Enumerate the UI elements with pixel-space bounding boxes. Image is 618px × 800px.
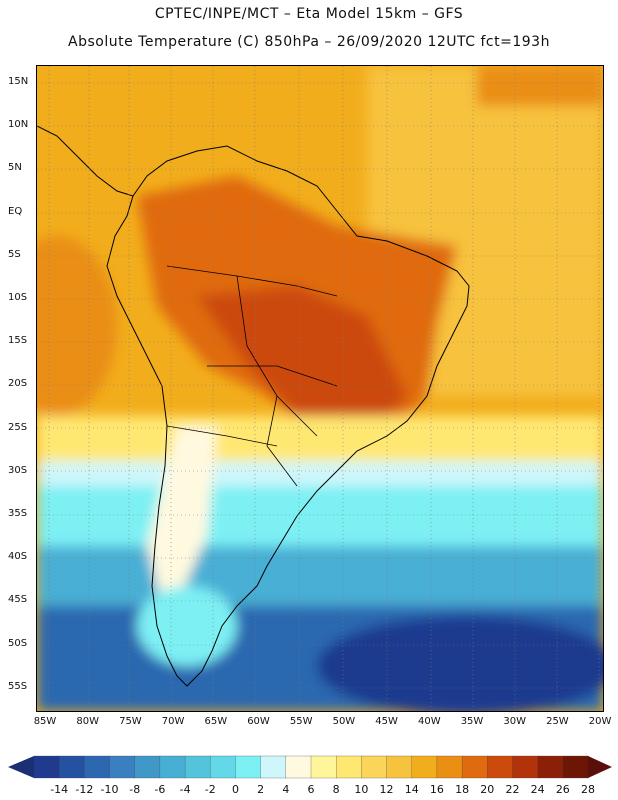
colorbar-label: 14 [404,783,419,796]
colorbar-swatch [159,755,186,779]
lat-tick-label: 15N [8,76,29,87]
colorbar-label: 4 [282,783,290,796]
colorbar-label: 6 [307,783,315,796]
temperature-map [36,65,604,712]
colorbar-swatch [285,755,312,779]
map-svg [37,66,603,711]
colorbar-label: 26 [555,783,570,796]
colorbar-label: 8 [332,783,340,796]
lon-tick-label: 70W [161,716,185,727]
lon-tick-label: 50W [332,716,356,727]
lat-tick-label: 10N [8,119,29,131]
lon-tick-label: 55W [289,716,313,727]
colorbar-label: -8 [129,783,141,796]
colorbar-label: 22 [505,783,520,796]
lat-tick-label: 35S [8,508,28,519]
field-ne-orange [477,66,603,106]
colorbar-label: 28 [581,783,595,796]
colorbar-label: -12 [75,783,94,796]
colorbar-swatch [461,755,488,779]
lon-tick-label: 25W [546,716,569,727]
lat-tick-label: EQ [8,205,23,217]
colorbar-swatch [411,755,438,779]
colorbar-swatch [512,755,539,779]
colorbar-swatch [260,755,287,779]
lat-tick-label: 55S [8,680,28,692]
country-borders [166,265,338,487]
colorbar-label: 16 [429,783,444,796]
colorbar-swatch [436,755,463,779]
map-title-line2: Absolute Temperature (C) 850hPa – 26/09/… [68,34,550,50]
lon-tick-label: 75W [119,716,142,727]
colorbar-swatch [33,755,60,779]
colorbar-low-arrow [8,756,34,778]
lon-tick-label: 65W [204,716,228,727]
field-pacific-orange [37,236,117,416]
lon-tick-label: 20W [588,716,612,727]
south-america-coastline [106,145,470,687]
lat-tick-label: 40S [8,551,28,563]
colorbar-swatch [210,755,237,779]
field-andes-tongue [147,426,217,626]
colorbar-swatch [59,755,86,779]
field-south-lightblue [37,546,603,616]
lon-tick-label: 30W [503,716,526,727]
lon-tick-label: 35W [460,716,484,727]
colorbar-label: 18 [455,783,470,796]
lon-tick-label: 85W [33,716,57,727]
colorbar-swatch [361,755,388,779]
colorbar-swatch [310,755,337,779]
colorbar-label: 10 [354,783,369,796]
colorbar [8,755,612,779]
lat-tick-label: 30S [8,464,28,476]
colorbar-swatch [84,755,111,779]
field-south-cyan [37,486,603,556]
lon-tick-label: 40W [417,716,441,727]
colorbar-swatch [134,755,161,779]
colorbar-label: 20 [480,783,495,796]
colorbar-swatch [109,755,136,779]
colorbar-swatch [562,755,589,779]
colorbar-swatch [235,755,262,779]
colorbar-swatch [386,755,413,779]
field-hottest-core [197,286,407,436]
lat-tick-label: 20S [8,378,28,390]
lat-tick-label: 15S [8,335,28,347]
colorbar-swatch [537,755,564,779]
colorbar-label: -6 [154,783,166,796]
lat-tick-label: 10S [8,292,28,303]
central-america-coastline [37,125,134,197]
map-title-line1: CPTEC/INPE/MCT – Eta Model 15km – GFS [154,6,464,22]
lon-tick-label: 60W [247,716,270,727]
colorbar-swatch [336,755,363,779]
colorbar-label: -4 [179,783,191,796]
field-patagonia-cyan [137,586,237,666]
lat-tick-label: 50S [8,637,28,649]
colorbar-swatch [487,755,514,779]
field-southeast-deepblue [317,616,603,711]
colorbar-high-arrow [588,756,612,778]
lat-tick-label: 5S [8,248,21,260]
lat-tick-label: 5N [8,162,22,174]
colorbar-label: 0 [231,783,239,796]
lat-tick-label: 25S [8,421,28,433]
colorbar-label: 24 [530,783,545,796]
lat-tick-label: 45S [8,594,28,606]
colorbar-label: -14 [50,783,69,796]
colorbar-swatch [184,755,211,779]
colorbar-label: -10 [100,783,119,796]
colorbar-label: 12 [379,783,394,796]
lon-tick-label: 45W [375,716,398,727]
colorbar-label: 2 [257,783,265,796]
colorbar-label: -2 [204,783,216,796]
lon-tick-label: 80W [76,716,99,727]
